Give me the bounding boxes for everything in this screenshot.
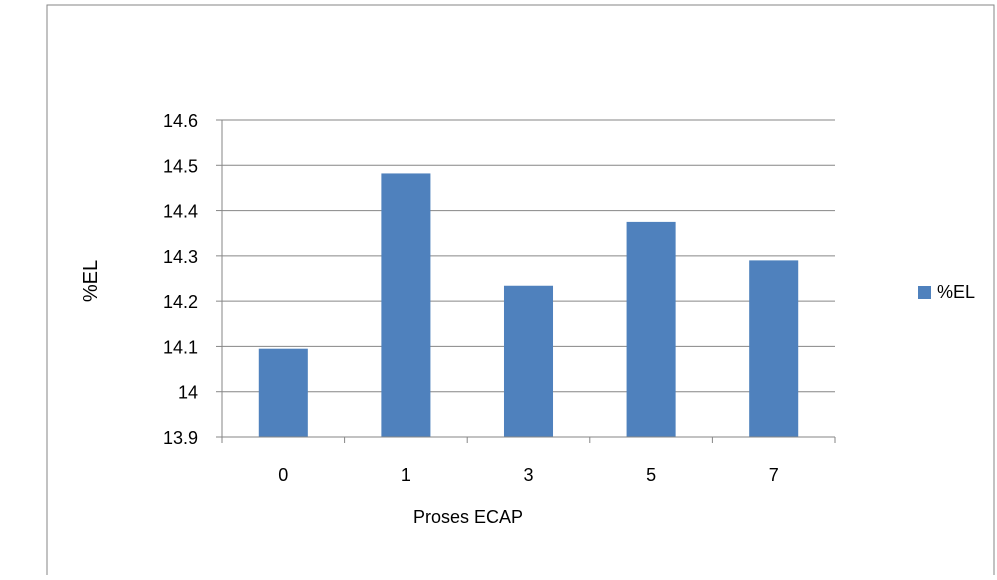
legend-swatch: [918, 286, 931, 299]
x-axis-title: Proses ECAP: [413, 507, 523, 527]
bar-1: [381, 173, 431, 438]
y-tick-label: 14.3: [163, 247, 198, 267]
y-tick-label: 14.2: [163, 292, 198, 312]
x-tick-label: 0: [278, 465, 288, 485]
bar-3: [503, 285, 554, 437]
y-tick-label: 14.5: [163, 156, 198, 176]
y-tick-label: 14.4: [163, 202, 198, 222]
bar-7: [749, 260, 799, 437]
bar-5: [626, 221, 676, 437]
x-tick-label: 3: [523, 465, 533, 485]
y-tick-label: 14: [178, 383, 198, 403]
y-tick-label: 14.6: [163, 111, 198, 131]
x-tick-label: 7: [769, 465, 779, 485]
x-tick-label: 1: [401, 465, 411, 485]
y-tick-label: 13.9: [163, 428, 198, 448]
y-axis-title: %EL: [80, 260, 102, 302]
x-tick-label: 5: [646, 465, 656, 485]
bar-0: [258, 348, 308, 437]
bars: [258, 173, 799, 438]
legend-label: %EL: [937, 282, 975, 302]
tick-labels: 13.9 14 14.1 14.2 14.3 14.4 14.5 14.6 0 1 3 5 7: [163, 111, 779, 485]
axes: [216, 119, 836, 443]
y-tick-label: 14.1: [163, 337, 198, 357]
legend: %EL: [918, 282, 975, 302]
